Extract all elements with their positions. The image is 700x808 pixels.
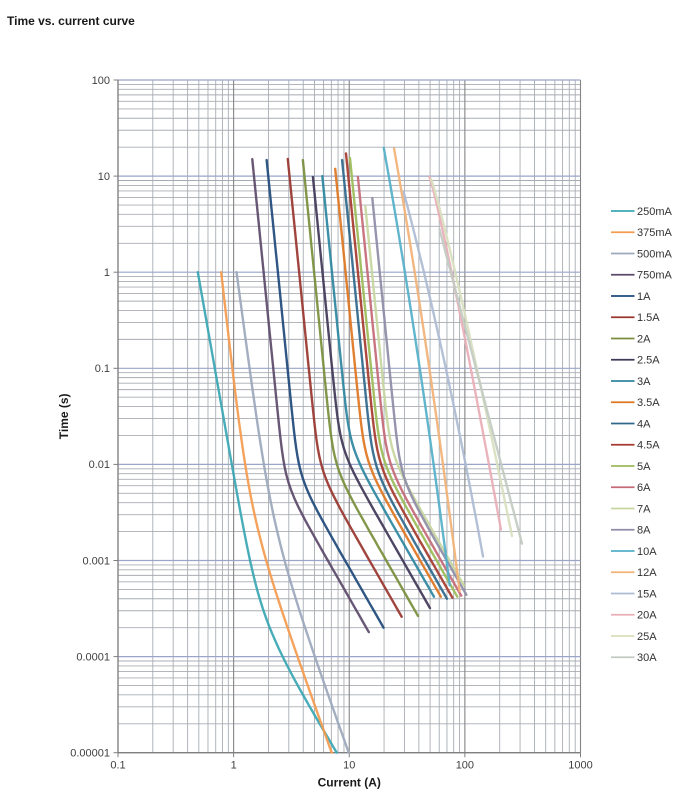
legend-item-250mA: 250mA	[611, 206, 673, 218]
series-line-7A	[364, 205, 466, 587]
legend-label-750mA: 750mA	[637, 270, 673, 282]
legend-item-10A: 10A	[611, 546, 657, 558]
series-line-8A	[371, 196, 468, 596]
legend-label-7A: 7A	[637, 503, 651, 515]
legend-item-2.5A: 2.5A	[611, 355, 660, 367]
x-tick-label: 0.1	[110, 760, 125, 772]
legend-item-2A: 2A	[611, 333, 651, 345]
legend-item-15A: 15A	[611, 588, 657, 600]
legend-label-6A: 6A	[637, 482, 651, 494]
series-line-750mA	[251, 157, 370, 634]
legend-item-4A: 4A	[611, 418, 651, 430]
x-tick-label: 1	[231, 760, 237, 772]
legend-label-1A: 1A	[637, 291, 651, 303]
x-tick-labels: 0.1 1 10 100 1000	[110, 760, 592, 772]
legend-item-500mA: 500mA	[611, 248, 673, 260]
legend-item-6A: 6A	[611, 482, 651, 494]
legend-label-500mA: 500mA	[637, 248, 673, 260]
legend-label-2.5A: 2.5A	[637, 355, 660, 367]
x-axis-title: Current (A)	[318, 776, 381, 790]
legend-label-3.5A: 3.5A	[637, 397, 660, 409]
legend-label-4A: 4A	[637, 418, 651, 430]
legend-label-15A: 15A	[637, 588, 657, 600]
y-tick-labels: 100 10 1 0.1 0.01 0.001 0.0001 0.00001	[70, 75, 110, 760]
legend-item-3A: 3A	[611, 376, 651, 388]
y-tick-label: 0.1	[95, 363, 110, 375]
series-line-375mA	[219, 271, 333, 754]
legend-item-750mA: 750mA	[611, 270, 673, 282]
series-line-250mA	[196, 271, 338, 754]
series-line-500mA	[235, 271, 350, 754]
series-line-2A	[301, 158, 420, 618]
legend-label-2A: 2A	[637, 333, 651, 345]
series-line-15A	[402, 191, 485, 558]
y-tick-label: 100	[92, 75, 110, 87]
legend-label-1.5A: 1.5A	[637, 312, 660, 324]
y-tick-label: 0.00001	[70, 748, 110, 760]
legend-item-5A: 5A	[611, 461, 651, 473]
legend-item-7A: 7A	[611, 503, 651, 515]
legend-label-3A: 3A	[637, 376, 651, 388]
series-line-5A	[348, 156, 459, 598]
legend-label-375mA: 375mA	[637, 227, 673, 239]
series-line-30A	[438, 228, 524, 545]
legend: 250mA 375mA 500mA 750mA 1A 1.5A 2A 2.5A 3A 3.5A 4A…	[611, 206, 673, 664]
series-line-1A	[265, 158, 385, 629]
y-tick-label: 0.01	[89, 459, 110, 471]
legend-item-12A: 12A	[611, 567, 657, 579]
series-line-2.5A	[311, 175, 432, 610]
series-line-10A	[382, 146, 451, 587]
legend-item-1A: 1A	[611, 291, 651, 303]
legend-label-8A: 8A	[637, 525, 651, 537]
series-line-3A	[321, 174, 436, 598]
legend-label-30A: 30A	[637, 652, 657, 664]
series-line-4.5A	[344, 152, 454, 599]
legend-label-4.5A: 4.5A	[637, 440, 660, 452]
legend-item-8A: 8A	[611, 525, 651, 537]
series-line-4A	[340, 158, 449, 600]
y-tick-label: 1	[104, 267, 110, 279]
series-line-25A	[429, 177, 514, 538]
legend-item-1.5A: 1.5A	[611, 312, 660, 324]
y-tick-label: 0.001	[82, 555, 110, 567]
legend-item-375mA: 375mA	[611, 227, 673, 239]
chart-title: Time vs. current curve	[7, 14, 135, 28]
legend-item-3.5A: 3.5A	[611, 397, 660, 409]
x-tick-label: 1000	[568, 760, 592, 772]
legend-label-20A: 20A	[637, 610, 657, 622]
legend-item-30A: 30A	[611, 652, 657, 664]
legend-label-250mA: 250mA	[637, 206, 673, 218]
y-tick-label: 0.0001	[76, 651, 110, 663]
legend-label-25A: 25A	[637, 631, 657, 643]
legend-item-20A: 20A	[611, 610, 657, 622]
series-line-12A	[392, 147, 461, 593]
legend-item-25A: 25A	[611, 631, 657, 643]
series-line-6A	[356, 175, 463, 597]
legend-label-10A: 10A	[637, 546, 657, 558]
series-line-20A	[428, 175, 503, 531]
legend-label-12A: 12A	[637, 567, 657, 579]
series-line-3.5A	[334, 167, 443, 598]
legend-item-4.5A: 4.5A	[611, 440, 660, 452]
series-line-1.5A	[286, 157, 403, 618]
x-tick-label: 10	[343, 760, 355, 772]
y-tick-label: 10	[98, 171, 110, 183]
series-lines	[196, 146, 524, 754]
y-axis-title: Time (s)	[57, 393, 71, 439]
legend-label-5A: 5A	[637, 461, 651, 473]
x-tick-label: 100	[456, 760, 474, 772]
